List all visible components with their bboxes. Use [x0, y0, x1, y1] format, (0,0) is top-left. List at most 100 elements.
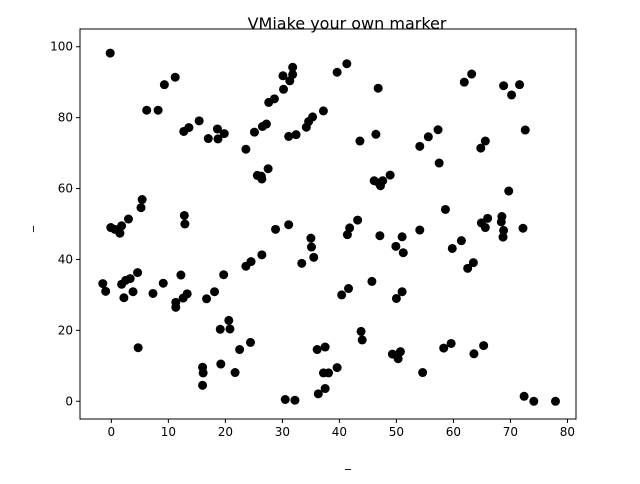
scatter-point	[288, 69, 298, 79]
scatter-point	[499, 225, 509, 235]
scatter-point	[324, 368, 334, 378]
scatter-point	[367, 276, 377, 286]
scatter-point	[241, 144, 251, 154]
scatter-point	[391, 293, 401, 303]
scatter-point	[230, 368, 240, 378]
scatter-point	[263, 164, 273, 174]
scatter-point	[125, 274, 135, 284]
scatter-point	[148, 288, 158, 298]
scatter-point	[159, 80, 169, 90]
scatter-point	[468, 258, 478, 268]
scatter-point	[179, 126, 189, 136]
scatter-point	[342, 230, 352, 240]
scatter-point	[371, 129, 381, 139]
scatter-point	[355, 136, 365, 146]
scatter-point	[279, 84, 289, 94]
scatter-point	[357, 335, 367, 345]
scatter-point	[249, 127, 259, 137]
scatter-point	[170, 72, 180, 82]
scatter-point	[515, 80, 525, 90]
scatter-point	[210, 287, 220, 297]
scatter-point	[98, 279, 108, 289]
scatter-point	[171, 302, 181, 312]
scatter-point	[257, 250, 267, 260]
scatter-point	[136, 203, 146, 213]
scatter-point	[356, 326, 366, 336]
scatter-point	[456, 236, 466, 246]
scatter-point	[213, 134, 223, 144]
scatter-point	[373, 83, 383, 93]
scatter-point	[415, 141, 425, 151]
scatter-point	[271, 224, 281, 234]
scatter-point	[176, 270, 186, 280]
scatter-point	[278, 71, 288, 81]
x-tick-label: 40	[332, 425, 347, 439]
scatter-point	[439, 343, 449, 353]
scatter-point	[219, 270, 229, 280]
scatter-point	[101, 286, 111, 296]
plot-frame	[79, 28, 577, 420]
x-axis-ticks: 0 10 20 30 40 50 60 70 80	[108, 419, 575, 439]
scatter-point	[261, 119, 271, 129]
scatter-point	[119, 293, 129, 303]
scatter-point	[434, 158, 444, 168]
x-tick-label: 50	[389, 425, 404, 439]
scatter-point	[397, 232, 407, 242]
y-tick-label: 80	[58, 111, 73, 125]
scatter-point	[219, 129, 229, 139]
scatter-point	[241, 261, 251, 271]
y-tick-label: 100	[50, 40, 73, 54]
scatter-point	[105, 48, 115, 58]
scatter-point	[418, 368, 428, 378]
scatter-point	[284, 131, 294, 141]
x-tick-label: 20	[218, 425, 233, 439]
scatter-point	[290, 395, 300, 405]
scatter-point	[320, 384, 330, 394]
scatter-point	[158, 278, 168, 288]
y-tick-label: 60	[58, 182, 73, 196]
scatter-point	[308, 112, 318, 122]
scatter-point	[378, 176, 388, 186]
scatter-point	[194, 116, 204, 126]
scatter-point	[440, 204, 450, 214]
x-tick-label: 80	[560, 425, 575, 439]
scatter-point	[332, 67, 342, 77]
scatter-point	[507, 90, 517, 100]
scatter-point	[446, 338, 456, 348]
scatter-point	[179, 210, 189, 220]
scatter-point	[212, 124, 222, 134]
scatter-point	[518, 223, 528, 233]
scatter-point	[550, 396, 560, 406]
scatter-point	[198, 380, 208, 390]
y-tick-label: 40	[58, 252, 73, 266]
scatter-point	[353, 215, 363, 225]
y-tick-label: 20	[58, 323, 73, 337]
scatter-point	[459, 77, 469, 87]
scatter-point	[332, 363, 342, 373]
scatter-point	[393, 354, 403, 364]
x-tick-label: 0	[108, 425, 116, 439]
x-axis-label: _	[344, 456, 352, 470]
scatter-point	[391, 241, 401, 251]
scatter-point	[397, 287, 407, 297]
scatter-point	[469, 349, 479, 359]
scatter-point	[337, 290, 347, 300]
scatter-point	[423, 132, 433, 142]
scatter-point	[476, 143, 486, 153]
y-tick-label: 0	[65, 394, 73, 408]
scatter-point	[224, 315, 234, 325]
scatter-point	[480, 223, 490, 233]
scatter-point	[447, 243, 457, 253]
scatter-point	[178, 293, 188, 303]
scatter-point	[245, 337, 255, 347]
scatter-point	[519, 391, 529, 401]
scatter-point	[225, 324, 235, 334]
scatter-point	[395, 347, 405, 357]
scatter-point	[318, 106, 328, 116]
scatter-point	[306, 233, 316, 243]
scatter-point	[235, 345, 245, 355]
scatter-point	[479, 341, 489, 351]
